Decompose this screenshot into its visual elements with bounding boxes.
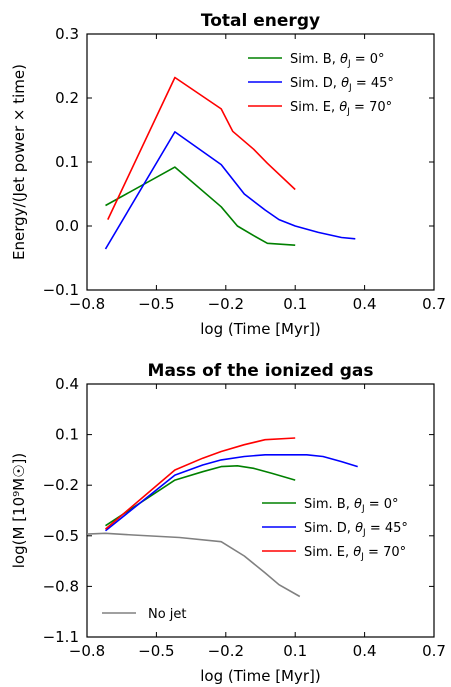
legend-rest: = 45°	[352, 76, 394, 91]
x-tick-label: −0.5	[138, 295, 174, 313]
series-line-3	[107, 76, 296, 220]
legend-text: Sim. E,	[290, 100, 339, 115]
chart-title: Mass of the ionized gas	[148, 361, 374, 381]
series-line-4	[86, 532, 301, 598]
series-line-2	[104, 453, 358, 532]
legend-entry: Sim. D, θJ = 45°	[290, 76, 394, 93]
legend-entry: Sim. B, θJ = 0°	[304, 497, 399, 514]
y-tick-label: −0.1	[43, 281, 79, 299]
chart-1: Total energy −0.8 −0.5 −0.2 0.1 0.4 0.7 −0.1 0.0…	[10, 11, 446, 338]
y-tick-label: −0.8	[43, 577, 79, 595]
x-tick-label: −0.2	[208, 642, 244, 660]
chart-title: Total energy	[201, 11, 320, 31]
chart-2: Mass of the ionized gas −0.8 −0.5 −0.2 0.1 0.…	[10, 361, 446, 685]
y-tick-label: 0.1	[55, 426, 79, 444]
x-tick-label: 0.1	[283, 642, 307, 660]
legend-theta: θ	[355, 521, 363, 536]
legend-subscript: J	[348, 83, 352, 93]
y-tick-label: 0.2	[55, 89, 79, 107]
legend-theta: θ	[354, 497, 362, 512]
x-tick-label: 0.7	[422, 295, 446, 313]
y-axis-label: Energy/(Jet power × time)	[10, 64, 28, 260]
x-axis-label: log (Time [Myr])	[200, 320, 321, 338]
legend-entry: Sim. E, θJ = 70°	[304, 545, 406, 562]
legend-subscript: J	[362, 528, 366, 538]
legend-subscript: J	[361, 504, 365, 514]
x-axis-label: log (Time [Myr])	[200, 667, 321, 685]
plot-frame	[86, 33, 435, 291]
legend-theta: θ	[341, 76, 349, 91]
y-tick-label: −1.1	[43, 628, 79, 646]
x-tick-label: −0.8	[69, 295, 105, 313]
series-line-2	[104, 131, 356, 250]
legend-subscript: J	[346, 107, 350, 117]
x-tick-label: 0.4	[353, 642, 377, 660]
legend-rest: = 0°	[365, 497, 399, 512]
legend-text: Sim. B,	[304, 497, 354, 512]
x-tick-label: 0.7	[422, 642, 446, 660]
y-tick-label: 0.0	[55, 217, 79, 235]
series-line-3	[104, 437, 296, 530]
x-tick-label: 0.1	[283, 295, 307, 313]
legend-rest: = 45°	[366, 521, 408, 536]
y-tick-label: 0.3	[55, 25, 79, 43]
legend-text: Sim. B,	[290, 52, 340, 67]
x-tick-label: 0.4	[353, 295, 377, 313]
legend-entry: Sim. E, θJ = 70°	[290, 100, 392, 117]
legend-subscript: J	[347, 59, 351, 69]
legend-text: Sim. E,	[304, 545, 353, 560]
y-tick-label: 0.1	[55, 153, 79, 171]
y-tick-label: −0.5	[43, 527, 79, 545]
legend-theta: θ	[340, 52, 348, 67]
legend-rest: = 70°	[350, 100, 392, 115]
x-tick-label: −0.5	[138, 642, 174, 660]
legend-theta: θ	[339, 100, 347, 115]
x-tick-label: −0.8	[69, 642, 105, 660]
legend-text: Sim. D,	[304, 521, 355, 536]
legend-subscript: J	[360, 552, 364, 562]
legend-entry: Sim. D, θJ = 45°	[304, 521, 408, 538]
series-line-1	[105, 464, 296, 527]
x-tick-label: −0.2	[208, 295, 244, 313]
plot-frame	[86, 383, 435, 638]
legend-rest: = 0°	[351, 52, 385, 67]
y-tick-label: 0.4	[55, 375, 79, 393]
legend-text: Sim. D,	[290, 76, 341, 91]
legend-rest: = 70°	[364, 545, 406, 560]
series-line-1	[105, 166, 296, 246]
legend-theta: θ	[353, 545, 361, 560]
y-axis-label: log(M [10⁹M☉])	[10, 453, 28, 568]
y-tick-label: −0.2	[43, 476, 79, 494]
legend-entry: No jet	[148, 607, 187, 622]
legend-entry: Sim. B, θJ = 0°	[290, 52, 385, 69]
